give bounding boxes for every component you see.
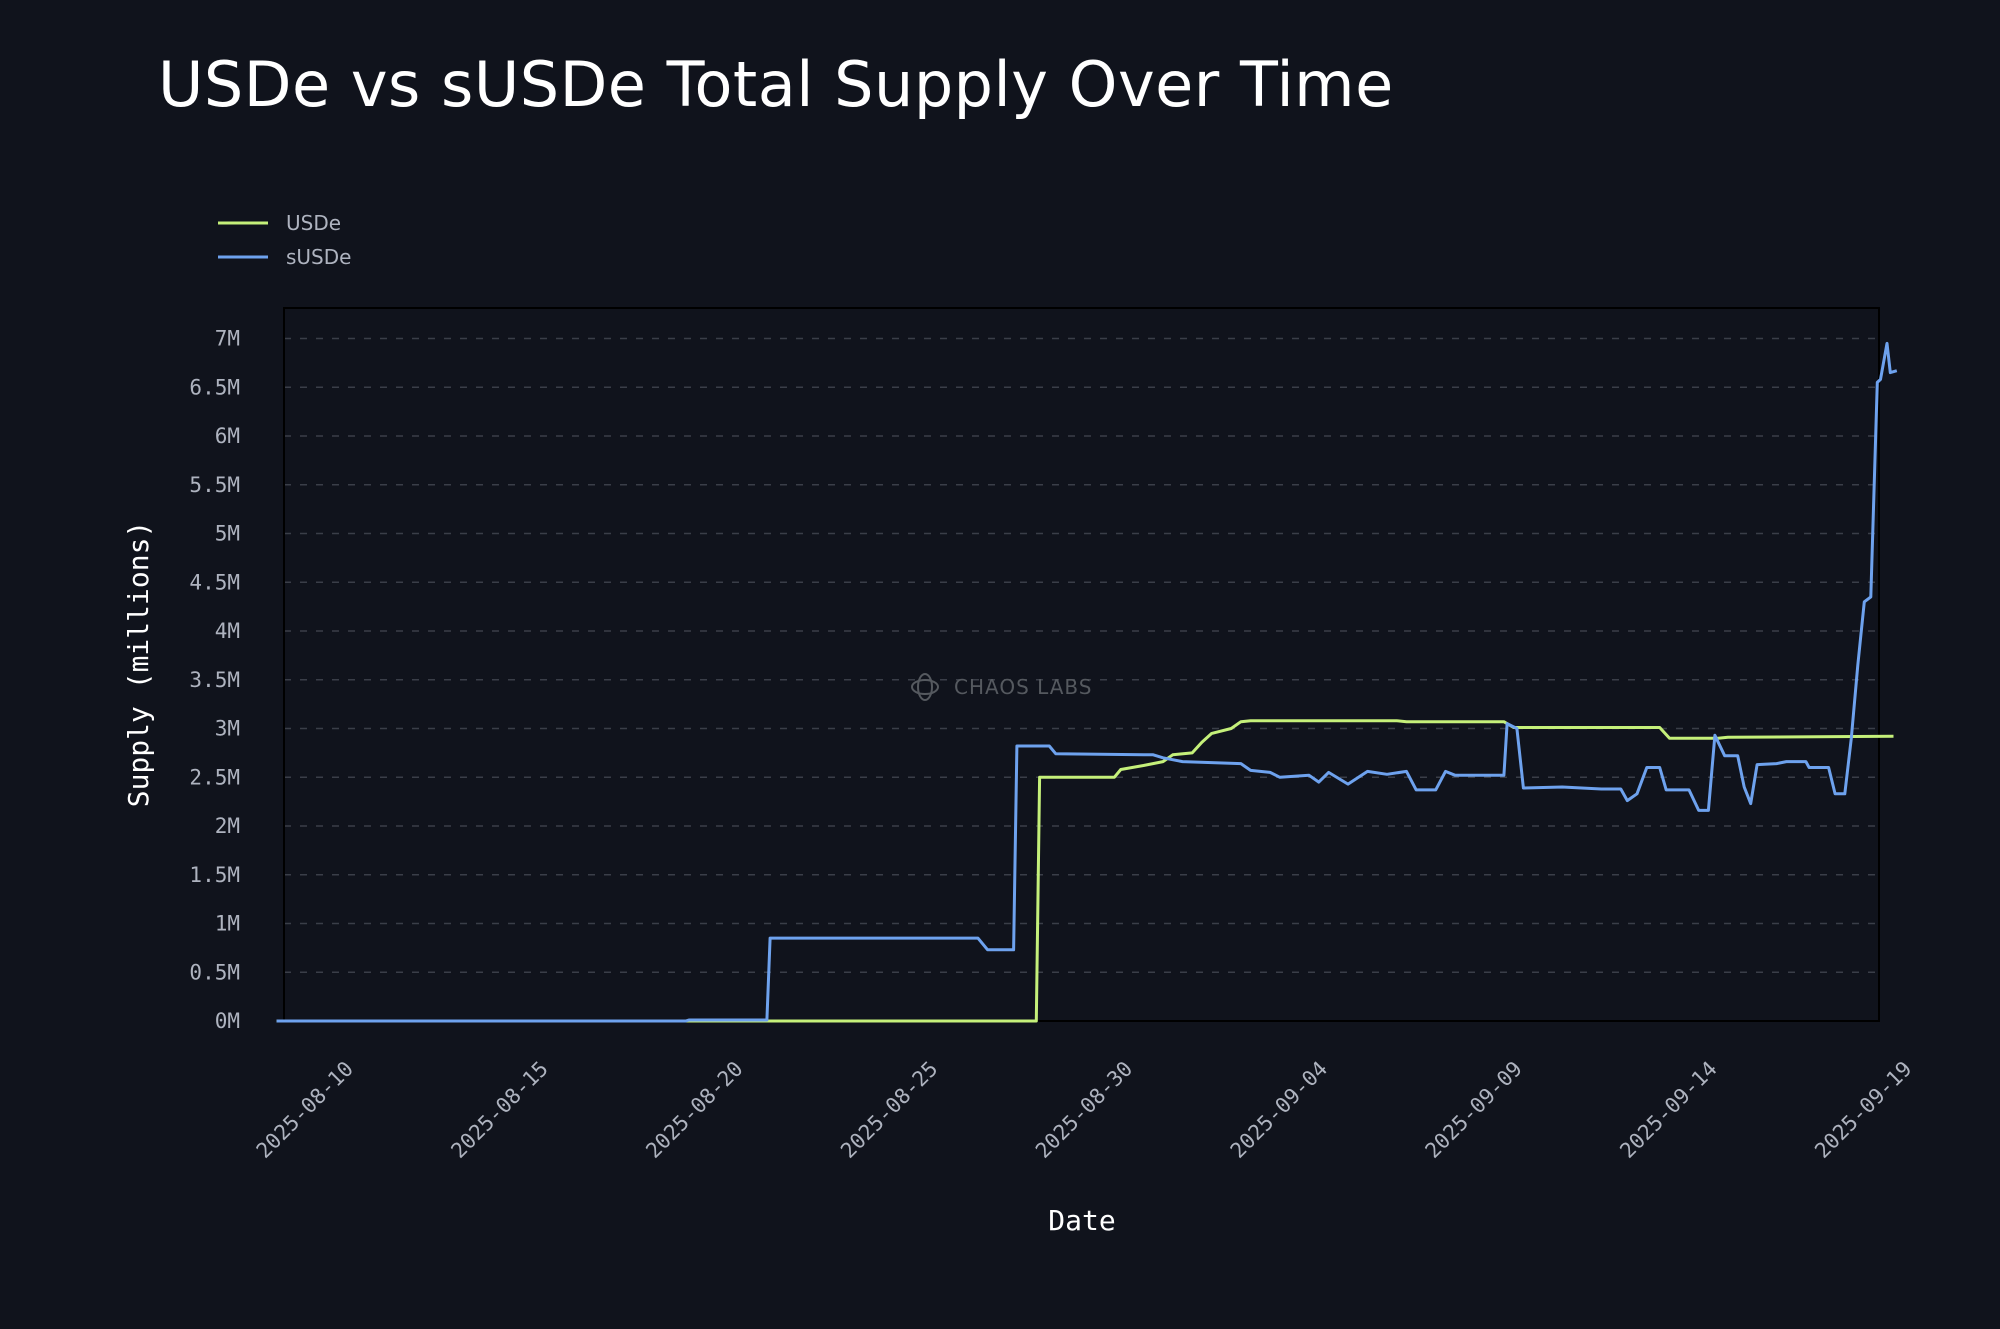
x-tick-label: 2025-09-14 — [1615, 1057, 1721, 1163]
series-layer — [276, 341, 1898, 1023]
x-axis: 2025-08-10 2025-08-15 2025-08-20 2025-08-25… — [252, 1057, 1917, 1163]
y-tick-label: 2.5M — [189, 765, 240, 789]
y-tick-label: 4M — [215, 619, 240, 643]
x-tick-label: 2025-08-25 — [836, 1057, 942, 1163]
x-tick-label: 2025-09-19 — [1810, 1057, 1916, 1163]
y-tick-label: 5M — [215, 522, 240, 546]
y-tick-label: 1M — [215, 912, 240, 936]
legend-label-usde: USDe — [286, 211, 341, 235]
x-axis-title: Date — [1048, 1204, 1115, 1237]
x-tick-label: 2025-08-30 — [1031, 1057, 1137, 1163]
y-tick-label: 6M — [215, 424, 240, 448]
plot-frame — [283, 307, 1880, 1022]
gridlines — [284, 337, 1879, 973]
y-tick-label: 5.5M — [189, 473, 240, 497]
y-tick-label: 4.5M — [189, 570, 240, 594]
series-line-susde — [276, 341, 1898, 1023]
legend-label-susde: sUSDe — [286, 245, 351, 269]
y-tick-label: 0M — [215, 1009, 240, 1033]
y-tick-label: 0.5M — [189, 960, 240, 984]
x-tick-label: 2025-08-15 — [446, 1057, 552, 1163]
y-tick-label: 2M — [215, 814, 240, 838]
chart-title: USDe vs sUSDe Total Supply Over Time — [158, 48, 1394, 121]
y-tick-label: 6.5M — [189, 375, 240, 399]
y-tick-label: 1.5M — [189, 863, 240, 887]
y-tick-label: 3M — [215, 717, 240, 741]
x-tick-label: 2025-08-20 — [641, 1057, 747, 1163]
y-axis: 0M 0.5M 1M 1.5M 2M 2.5M 3M 3.5M 4M 4.5M 5M 5.5M 6M 6.… — [189, 327, 240, 1034]
x-tick-label: 2025-09-09 — [1421, 1057, 1527, 1163]
legend: USDe sUSDe — [218, 211, 351, 269]
y-tick-label: 7M — [215, 327, 240, 351]
series-line-usde — [276, 719, 1894, 1023]
chaos-labs-logo-icon — [911, 673, 939, 701]
watermark: CHAOS LABS — [911, 673, 1092, 701]
watermark-label: CHAOS LABS — [954, 675, 1092, 699]
y-axis-title: Supply (millions) — [122, 521, 155, 808]
x-tick-label: 2025-09-04 — [1226, 1057, 1332, 1163]
x-tick-label: 2025-08-10 — [252, 1057, 358, 1163]
y-tick-label: 3.5M — [189, 668, 240, 692]
